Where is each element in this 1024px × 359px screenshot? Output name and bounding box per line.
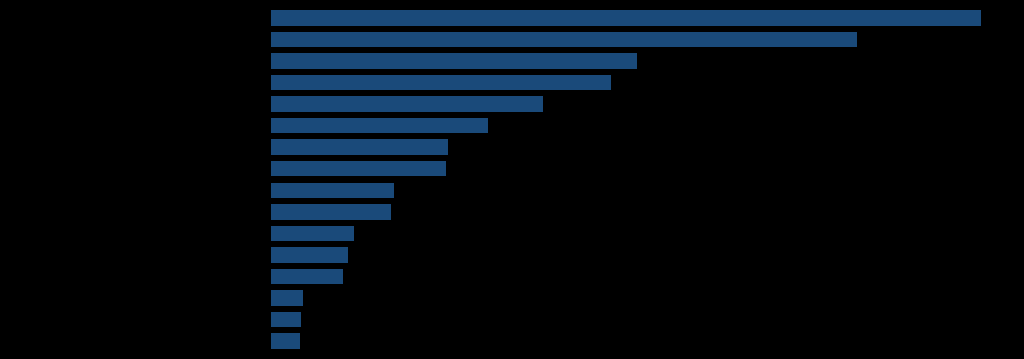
Bar [271, 247, 348, 263]
Bar [271, 204, 391, 220]
Bar [271, 118, 488, 134]
Bar [271, 161, 445, 177]
Bar [271, 290, 303, 306]
Bar [271, 10, 981, 26]
Bar [271, 182, 394, 198]
Bar [271, 312, 301, 327]
Bar [271, 32, 857, 47]
Bar [271, 96, 543, 112]
Bar [271, 53, 637, 69]
Bar [271, 269, 343, 284]
Bar [271, 225, 354, 241]
Bar [271, 333, 300, 349]
Bar [271, 139, 449, 155]
Bar [271, 75, 611, 90]
